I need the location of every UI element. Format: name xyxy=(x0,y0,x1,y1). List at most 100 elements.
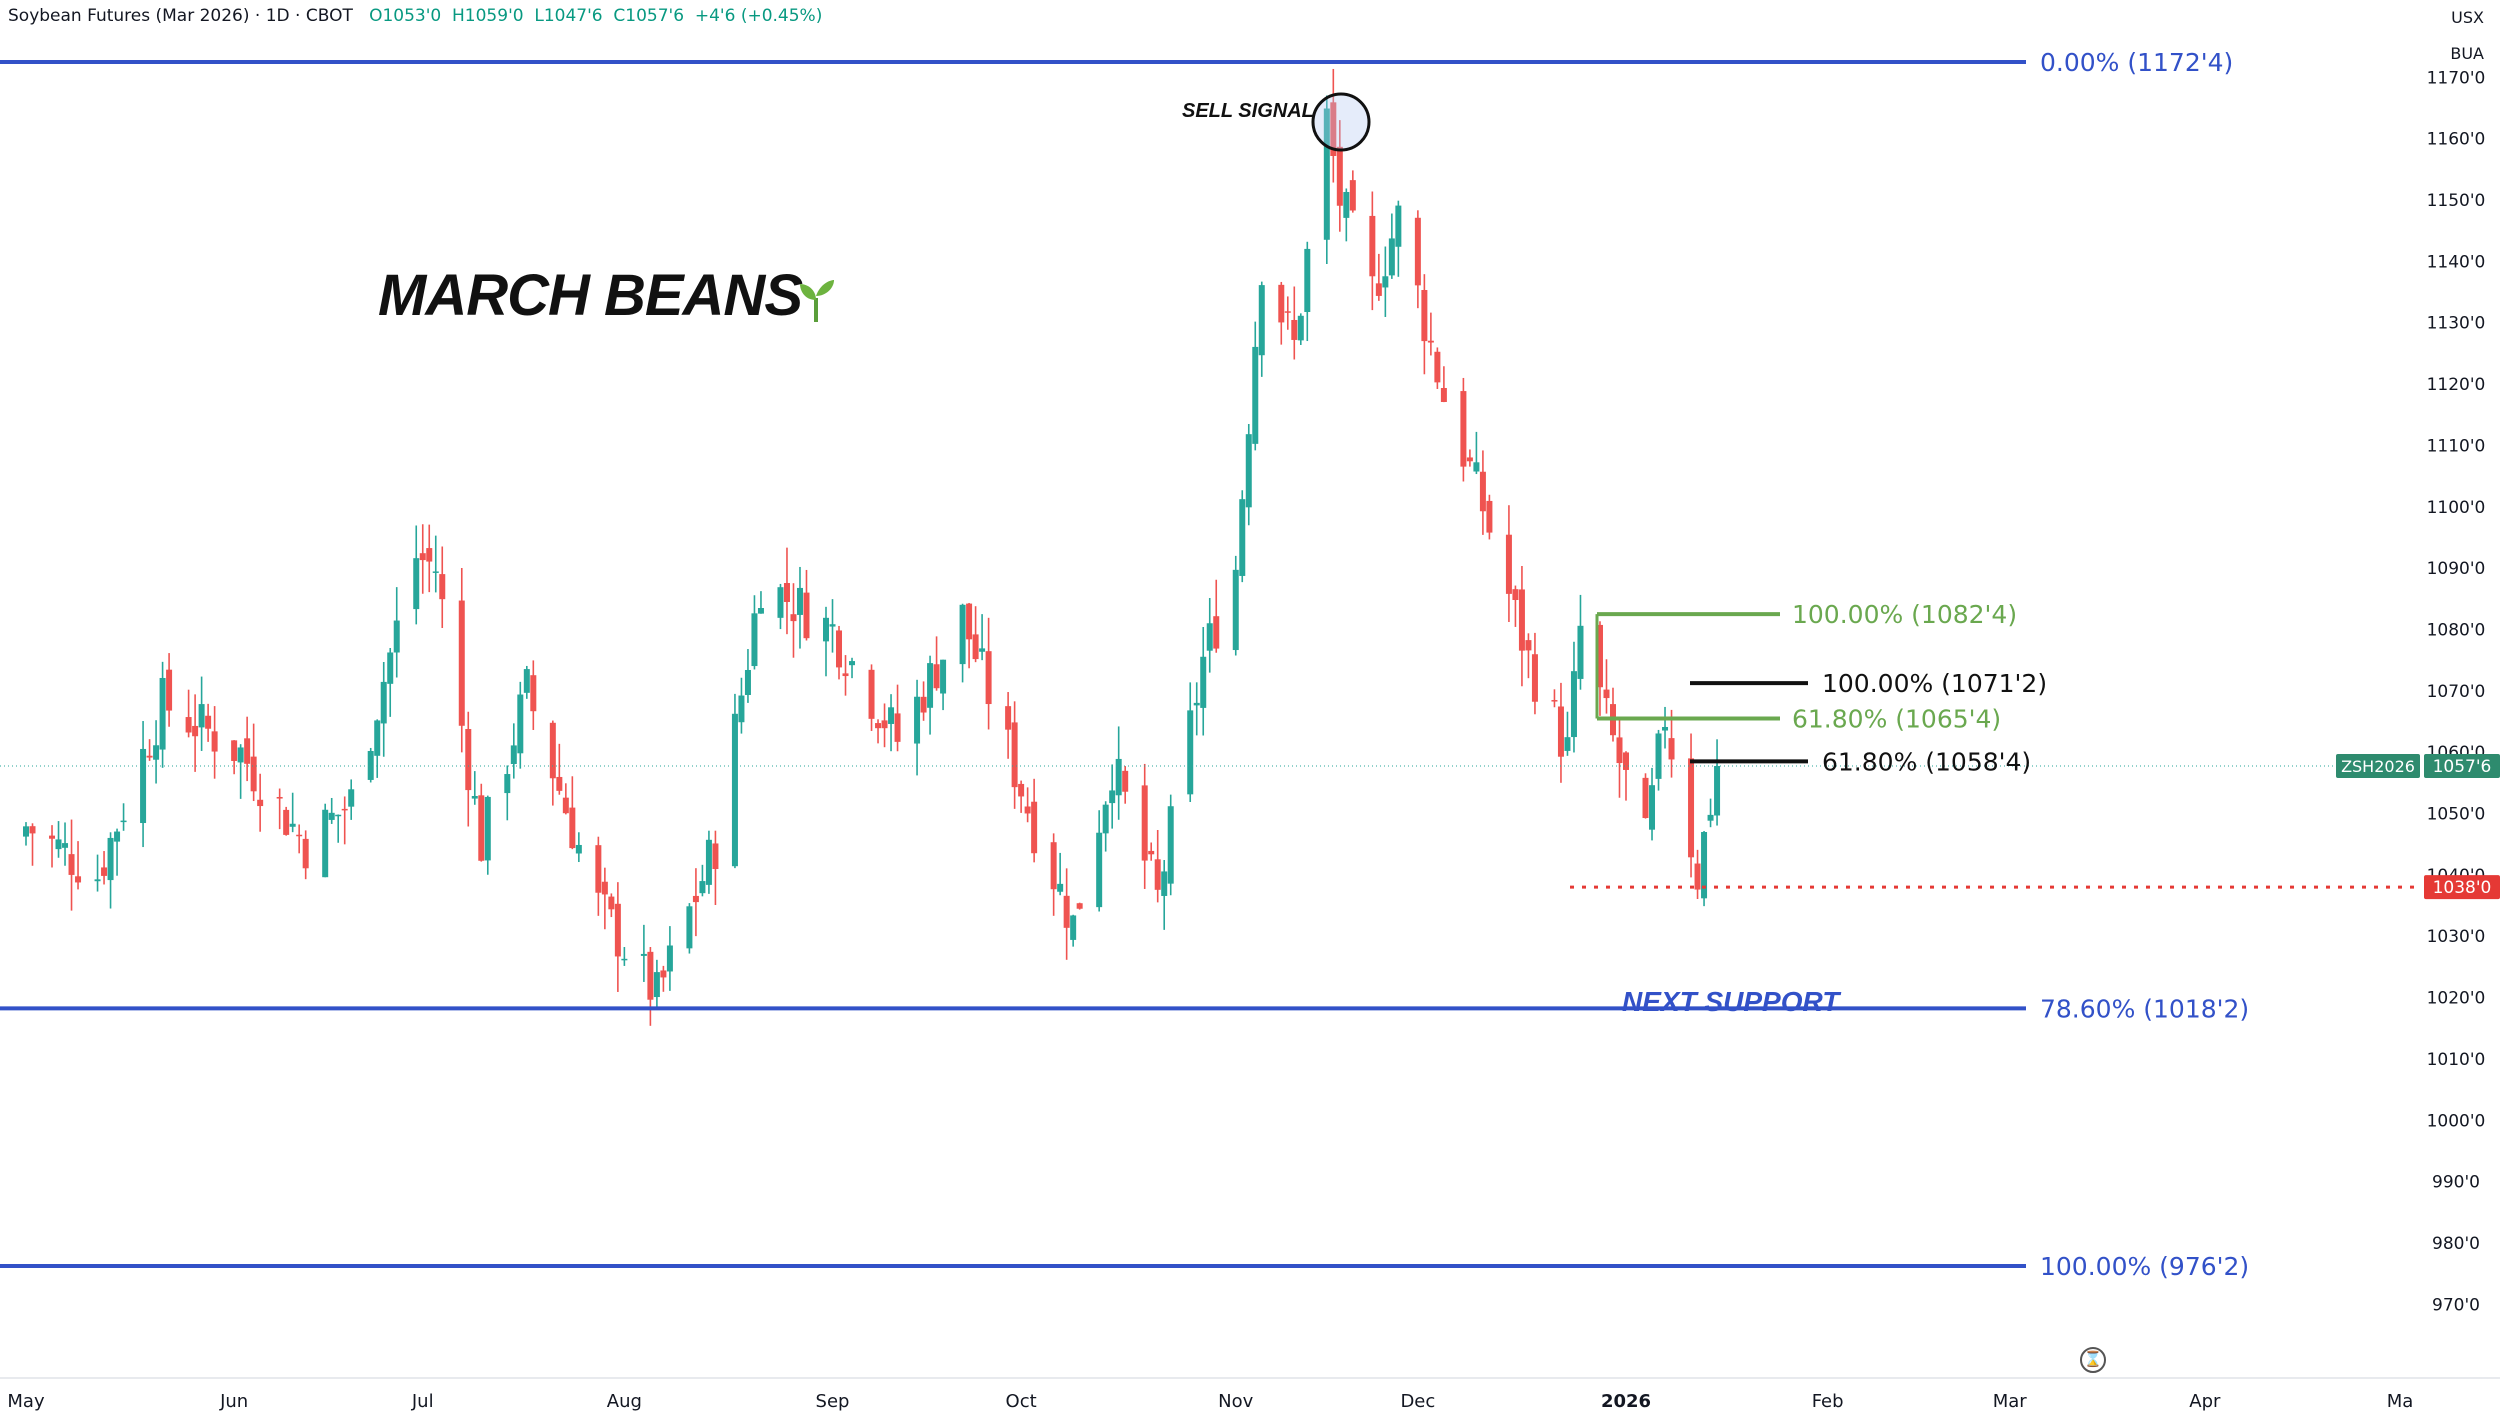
candle-body xyxy=(562,797,569,814)
candle-body xyxy=(374,720,381,756)
candle-body xyxy=(1109,790,1116,804)
candle-body xyxy=(504,774,511,794)
candle-body xyxy=(1284,311,1291,313)
candle-body xyxy=(614,903,621,957)
y-tick-label: 1090'0 xyxy=(2427,559,2486,579)
fib-label: 61.80% (1065'4) xyxy=(1792,704,2001,733)
candle-body xyxy=(75,876,82,883)
ohlc-high: H1059'0 xyxy=(452,6,524,26)
unit-label[interactable]: BUA xyxy=(2450,44,2484,63)
candle-body xyxy=(1649,785,1656,830)
x-tick-label: Apr xyxy=(2189,1391,2221,1412)
candle-body xyxy=(621,958,628,961)
x-tick-label: May xyxy=(7,1391,45,1412)
y-tick-label: 1050'0 xyxy=(2427,805,2486,825)
candle-body xyxy=(1252,346,1259,444)
candle-body xyxy=(68,854,75,875)
candle-body xyxy=(1662,726,1669,731)
candle-body xyxy=(153,745,160,760)
candle-body xyxy=(478,795,485,861)
candle-body xyxy=(1557,706,1564,757)
candle-body xyxy=(341,808,348,811)
candle-body xyxy=(1512,589,1519,601)
x-tick-label: Aug xyxy=(607,1391,642,1412)
next-support-label: NEXT SUPPORT xyxy=(1622,986,1840,1017)
currency-label[interactable]: USX xyxy=(2451,8,2484,27)
candle-body xyxy=(660,970,667,978)
candle-body xyxy=(1031,801,1038,854)
symbol-badge xyxy=(2336,753,2420,778)
candle-body xyxy=(1460,391,1467,467)
candle-body xyxy=(751,613,758,667)
candle-body xyxy=(927,663,934,708)
candle-body xyxy=(1655,733,1662,779)
candle-body xyxy=(1005,706,1012,730)
candle-body xyxy=(849,661,856,666)
y-tick-label: 1000'0 xyxy=(2427,1111,2486,1131)
candle-body xyxy=(985,651,992,705)
candle-body xyxy=(257,799,264,807)
candle-body xyxy=(1239,499,1246,576)
candle-body xyxy=(1213,616,1220,649)
ohlc-low: L1047'6 xyxy=(534,6,603,26)
candle-body xyxy=(647,951,654,1000)
y-tick-label: 1170'0 xyxy=(2427,68,2486,88)
y-tick-label: 1110'0 xyxy=(2427,436,2486,456)
candle-body xyxy=(328,812,335,820)
candle-body xyxy=(29,826,36,834)
ohlc-open: O1053'0 xyxy=(369,6,442,26)
candle-body xyxy=(777,587,784,618)
candle-body xyxy=(517,694,524,754)
candle-body xyxy=(803,592,810,639)
candle-body xyxy=(231,740,238,761)
y-tick-label: 1140'0 xyxy=(2427,252,2486,272)
candle-body xyxy=(1343,191,1350,218)
candle-body xyxy=(1076,903,1083,909)
sell-signal-label: SELL SIGNAL xyxy=(1182,100,1314,122)
candle-body xyxy=(1623,752,1629,770)
candle-body xyxy=(1011,722,1018,788)
hourglass-icon[interactable]: ⌛ xyxy=(2080,1347,2106,1373)
candle-body xyxy=(1616,737,1623,764)
support-price-badge xyxy=(2424,875,2500,900)
symbol-info: Soybean Futures (Mar 2026) · 1D · CBOT xyxy=(8,6,353,26)
candle-body xyxy=(1479,471,1486,512)
candle-body xyxy=(829,624,836,627)
y-tick-label: 970'0 xyxy=(2432,1295,2480,1315)
candle-body xyxy=(1388,238,1395,276)
x-tick-label: Ma xyxy=(2387,1391,2414,1412)
candle-body xyxy=(1551,700,1558,702)
price-axis-background xyxy=(2420,0,2500,1412)
candle-body xyxy=(1421,290,1428,342)
candle-body xyxy=(380,681,387,724)
candle-body xyxy=(1330,102,1337,156)
candle-body xyxy=(1518,589,1525,651)
candle-body xyxy=(836,630,843,668)
candle-body xyxy=(1304,248,1311,312)
candle-body xyxy=(595,845,602,893)
ohlc-close: C1057'6 xyxy=(613,6,685,26)
x-tick-label: Jun xyxy=(219,1391,248,1412)
candle-body xyxy=(296,834,303,837)
candle-body xyxy=(640,953,647,956)
sell-signal-circle[interactable] xyxy=(1311,92,1371,152)
candle-body xyxy=(881,720,888,729)
x-tick-label: 2026 xyxy=(1601,1391,1651,1412)
fib-label: 100.00% (976'2) xyxy=(2040,1252,2249,1281)
candle-body xyxy=(1473,462,1480,472)
candle-body xyxy=(387,652,394,684)
y-tick-label: 1080'0 xyxy=(2427,620,2486,640)
candle-body xyxy=(1668,738,1675,760)
candle-body xyxy=(1122,770,1129,792)
last-price-label: 1057'6 xyxy=(2433,757,2492,777)
candle-body xyxy=(426,548,433,562)
candle-body xyxy=(211,731,218,752)
candle-body xyxy=(367,750,374,780)
candle-body xyxy=(1258,285,1265,356)
candle-body xyxy=(120,820,127,823)
ohlc-change: +4'6 (+0.45%) xyxy=(694,6,823,26)
candle-body xyxy=(796,587,803,615)
candle-body xyxy=(322,809,329,878)
candle-body xyxy=(471,796,478,799)
